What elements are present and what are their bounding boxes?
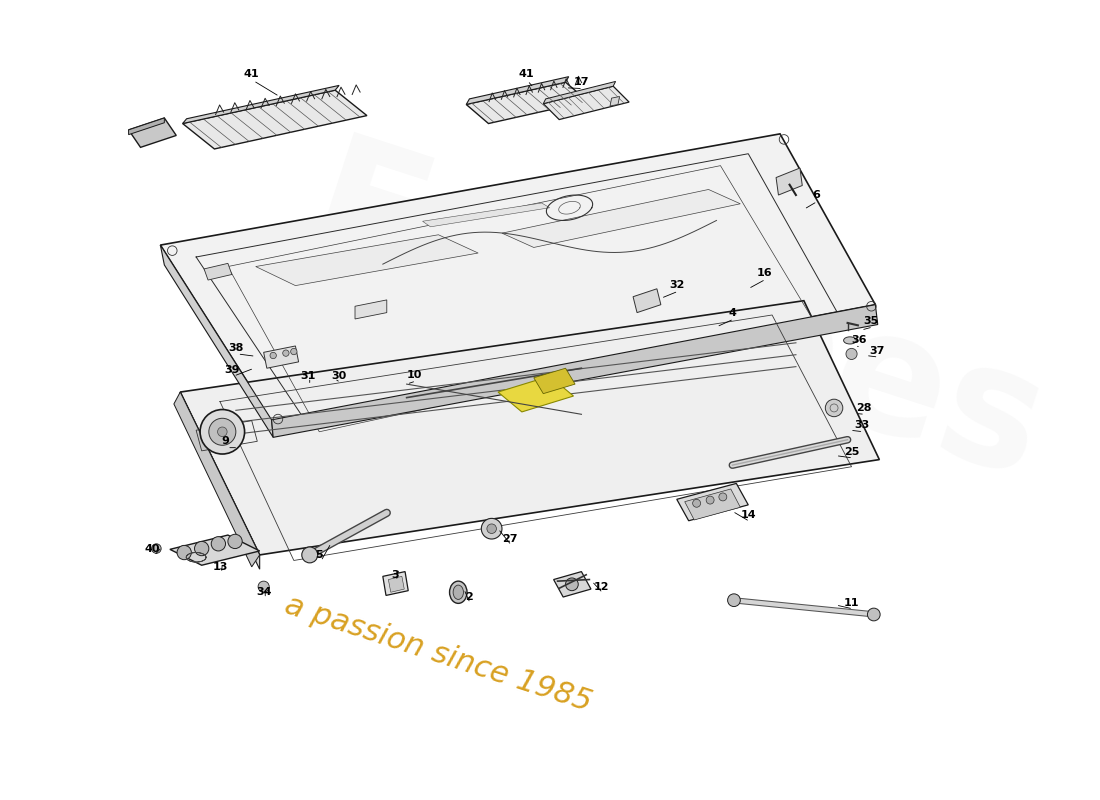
- Text: 33: 33: [855, 421, 869, 430]
- Circle shape: [487, 524, 496, 534]
- Text: 36: 36: [851, 335, 867, 346]
- Text: 28: 28: [856, 403, 871, 413]
- Text: 11: 11: [844, 598, 859, 607]
- Polygon shape: [684, 489, 740, 520]
- Text: 16: 16: [757, 268, 772, 278]
- Text: 35: 35: [864, 315, 879, 326]
- Polygon shape: [502, 190, 740, 247]
- Polygon shape: [466, 77, 569, 105]
- Polygon shape: [543, 82, 616, 104]
- Polygon shape: [383, 571, 408, 595]
- Text: 30: 30: [331, 371, 346, 381]
- Text: 3: 3: [390, 570, 398, 580]
- Circle shape: [719, 493, 727, 501]
- Text: 37: 37: [869, 346, 884, 356]
- Polygon shape: [466, 82, 587, 123]
- Circle shape: [270, 352, 276, 358]
- Polygon shape: [498, 376, 573, 412]
- Ellipse shape: [450, 581, 468, 603]
- Circle shape: [290, 348, 297, 354]
- Polygon shape: [534, 368, 575, 394]
- Text: 40: 40: [145, 544, 161, 554]
- Polygon shape: [553, 571, 591, 597]
- Circle shape: [825, 399, 843, 417]
- Text: a passion since 1985: a passion since 1985: [282, 591, 595, 718]
- Circle shape: [211, 537, 226, 551]
- Text: 17: 17: [574, 78, 590, 87]
- Circle shape: [706, 496, 714, 504]
- Circle shape: [200, 410, 244, 454]
- Text: 2: 2: [464, 592, 473, 602]
- Polygon shape: [161, 245, 273, 438]
- Polygon shape: [610, 97, 619, 106]
- Text: 4: 4: [728, 308, 736, 318]
- Polygon shape: [355, 300, 387, 319]
- Text: 41: 41: [518, 70, 534, 79]
- Polygon shape: [422, 203, 550, 227]
- Ellipse shape: [453, 585, 463, 599]
- Circle shape: [565, 578, 579, 590]
- Text: 6: 6: [812, 190, 820, 200]
- Polygon shape: [676, 483, 748, 521]
- Polygon shape: [174, 392, 260, 567]
- Polygon shape: [180, 392, 260, 570]
- Polygon shape: [183, 86, 339, 123]
- Circle shape: [195, 542, 209, 556]
- Text: 38: 38: [228, 342, 243, 353]
- Text: 32: 32: [669, 280, 684, 290]
- Text: 14: 14: [740, 510, 756, 520]
- Text: 10: 10: [407, 370, 422, 379]
- Circle shape: [693, 499, 701, 507]
- Circle shape: [177, 546, 191, 560]
- Polygon shape: [255, 234, 478, 286]
- Circle shape: [218, 427, 227, 437]
- Polygon shape: [183, 90, 367, 149]
- Circle shape: [482, 518, 502, 539]
- Text: 31: 31: [300, 371, 316, 381]
- Text: 27: 27: [503, 534, 518, 544]
- Polygon shape: [777, 168, 802, 195]
- Circle shape: [258, 581, 270, 592]
- Text: 13: 13: [212, 562, 228, 572]
- Circle shape: [152, 544, 162, 554]
- Circle shape: [846, 348, 857, 359]
- Polygon shape: [205, 263, 232, 280]
- Circle shape: [209, 418, 235, 446]
- Circle shape: [283, 350, 289, 356]
- Polygon shape: [264, 346, 298, 368]
- Polygon shape: [543, 86, 629, 119]
- Text: 41: 41: [244, 70, 260, 79]
- Text: 12: 12: [594, 582, 609, 592]
- Text: 39: 39: [224, 365, 240, 375]
- Text: 9: 9: [221, 436, 230, 446]
- Polygon shape: [388, 576, 405, 592]
- Ellipse shape: [844, 337, 856, 344]
- Text: 25: 25: [844, 446, 859, 457]
- Circle shape: [228, 534, 242, 549]
- Polygon shape: [129, 118, 164, 134]
- Circle shape: [868, 608, 880, 621]
- Polygon shape: [180, 301, 879, 555]
- Text: 5: 5: [316, 550, 323, 560]
- Text: 34: 34: [256, 587, 272, 598]
- Polygon shape: [634, 289, 661, 313]
- Polygon shape: [169, 535, 260, 566]
- Polygon shape: [161, 134, 876, 420]
- Polygon shape: [129, 118, 176, 147]
- Circle shape: [727, 594, 740, 606]
- Polygon shape: [272, 305, 878, 438]
- Circle shape: [301, 547, 318, 563]
- Text: Europes: Europes: [290, 126, 1064, 515]
